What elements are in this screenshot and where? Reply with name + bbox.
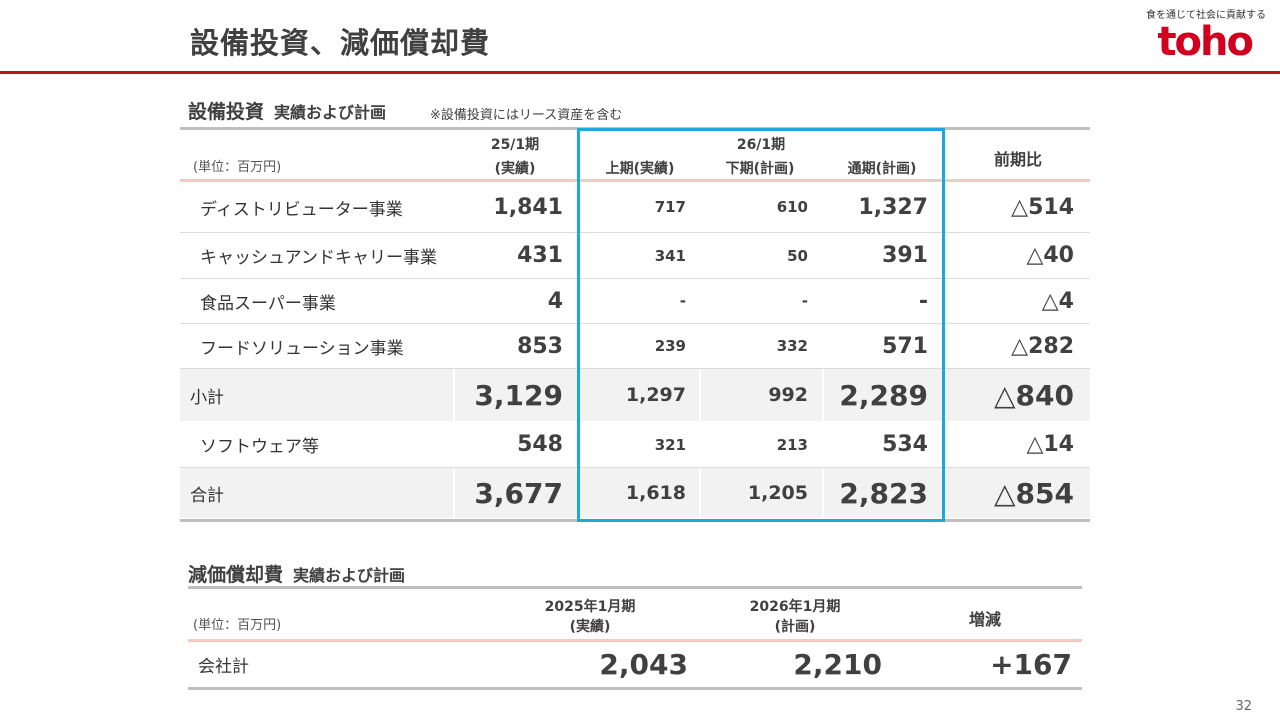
table-row: フードソリューション事業 853 239 332 571 △282	[180, 324, 1090, 369]
value-first-half: 717	[654, 198, 686, 216]
value-second-half: 332	[776, 337, 808, 355]
capex-section-title: 設備投資 実績および計画	[188, 97, 386, 124]
table-row: 食品スーパー事業 4 - - - △4	[180, 279, 1090, 324]
value-full-year: -	[918, 288, 928, 314]
value-2501: 4	[547, 288, 563, 314]
header-fy2026: 2026年1月期	[749, 599, 841, 615]
page-title: 設備投資、減価償却費	[190, 26, 491, 60]
table-row: ソフトウェア等 548 321 213 534 △14	[180, 422, 1090, 468]
total-row: 合計 3,677 1,618 1,205 2,823 △854	[180, 468, 1090, 519]
value-2501: 431	[517, 243, 563, 268]
value-2501: 853	[517, 333, 563, 359]
depreciation-table-bottom-border	[188, 687, 1082, 690]
value-change: +167	[990, 648, 1072, 681]
row-label: 合計	[190, 485, 224, 506]
value-first-half: 1,297	[625, 384, 686, 406]
value-yoy: △14	[1026, 432, 1074, 457]
row-label: 会社計	[198, 657, 249, 677]
capex-subtitle: 実績および計画	[274, 103, 387, 122]
header-fy2026-plan: (計画)	[774, 619, 816, 635]
value-full-year: 571	[882, 333, 928, 359]
subtotal-row: 小計 3,129 1,297 992 2,289 △840	[180, 369, 1090, 422]
header-fy2025: 2025年1月期	[544, 599, 636, 615]
depreciation-unit: (単位：百万円)	[193, 618, 282, 633]
value-yoy: △4	[1041, 288, 1074, 314]
capex-note: ※設備投資にはリース資産を含む	[430, 108, 623, 123]
row-label: キャッシュアンドキャリー事業	[200, 248, 437, 268]
depreciation-table-top-border	[188, 586, 1082, 589]
header-full-year: 通期(計画)	[847, 161, 917, 177]
header-fy2025-actual: (実績)	[569, 619, 611, 635]
company-logo: toho	[1157, 19, 1254, 65]
value-second-half: 610	[776, 198, 808, 216]
row-label: 食品スーパー事業	[200, 293, 336, 314]
value-full-year: 2,823	[839, 476, 928, 510]
capex-title: 設備投資	[188, 101, 265, 123]
table-row: ディストリビューター事業 1,841 717 610 1,327 △514	[180, 182, 1090, 233]
value-yoy: △854	[994, 476, 1074, 510]
value-fy2026: 2,210	[793, 648, 882, 681]
value-yoy: △282	[1011, 333, 1074, 359]
header-second-half: 下期(計画)	[725, 161, 795, 177]
depreciation-section-title: 減価償却費 実績および計画	[188, 560, 405, 587]
value-first-half: 321	[654, 435, 686, 454]
row-label: ソフトウェア等	[200, 437, 319, 457]
table-row: キャッシュアンドキャリー事業 431 341 50 391 △40	[180, 233, 1090, 279]
page-number: 32	[1235, 699, 1252, 714]
value-first-half: 341	[654, 246, 686, 265]
capex-unit: (単位：百万円)	[193, 160, 282, 175]
header-first-half: 上期(実績)	[605, 161, 675, 177]
value-second-half: 1,205	[747, 482, 808, 504]
value-full-year: 1,327	[858, 194, 928, 220]
value-2501: 548	[517, 432, 563, 457]
value-full-year: 2,289	[839, 378, 928, 412]
logo-tagline: 食を通じて社会に貢献する	[1146, 10, 1266, 21]
value-yoy: △40	[1026, 243, 1074, 268]
depreciation-header-divider	[188, 639, 1082, 642]
value-first-half: 1,618	[625, 482, 686, 504]
value-first-half: 239	[654, 337, 686, 355]
title-divider	[0, 71, 1280, 74]
row-label: ディストリビューター事業	[200, 199, 403, 220]
value-second-half: -	[801, 292, 808, 310]
value-2501: 1,841	[493, 194, 563, 220]
value-fy2025: 2,043	[599, 648, 688, 681]
row-label: フードソリューション事業	[200, 338, 404, 359]
header-yoy: 前期比	[993, 150, 1042, 169]
header-change: 増減	[968, 610, 1001, 629]
header-2601-period: 26/1期	[736, 137, 786, 153]
value-second-half: 213	[776, 435, 808, 454]
value-2501: 3,677	[474, 476, 563, 510]
value-full-year: 534	[882, 432, 928, 457]
value-yoy: △514	[1011, 194, 1074, 220]
fy2601-highlight-box	[577, 128, 945, 522]
header-2501-actual: (実績)	[494, 161, 536, 177]
value-first-half: -	[679, 292, 686, 310]
header-2501-period: 25/1期	[490, 137, 540, 153]
value-full-year: 391	[882, 243, 928, 268]
capex-header-divider	[180, 179, 1090, 182]
value-second-half: 50	[787, 246, 808, 265]
value-second-half: 992	[768, 384, 808, 406]
depreciation-title: 減価償却費	[188, 564, 284, 586]
value-yoy: △840	[994, 378, 1074, 412]
row-label: 小計	[190, 387, 224, 408]
table-row: 会社計 2,043 2,210 +167	[188, 642, 1082, 687]
value-2501: 3,129	[474, 378, 563, 412]
depreciation-subtitle: 実績および計画	[293, 566, 406, 585]
